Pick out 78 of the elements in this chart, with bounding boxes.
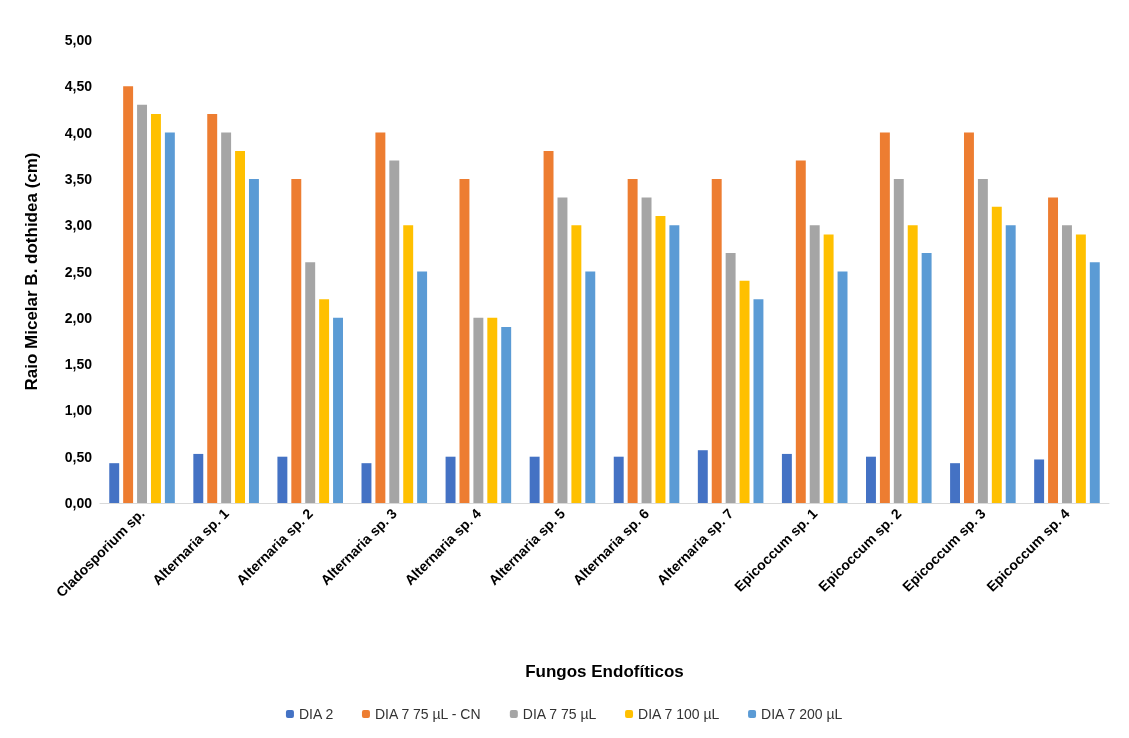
bar <box>1061 225 1072 503</box>
bar <box>221 132 232 503</box>
bar <box>977 178 988 503</box>
bar <box>866 456 876 503</box>
bar <box>137 104 148 503</box>
bar <box>417 271 428 503</box>
legend-label: DIA 2 <box>298 706 334 722</box>
bar <box>389 160 400 503</box>
bar <box>207 114 218 503</box>
bar <box>543 151 554 503</box>
y-tick-label: 5,00 <box>64 32 93 48</box>
bar <box>823 234 834 503</box>
legend-label: DIA 7 75 µL - CN <box>374 706 481 722</box>
bar <box>403 225 414 503</box>
bar <box>248 178 259 503</box>
bar <box>305 262 316 503</box>
bar <box>753 299 764 503</box>
bar <box>164 132 175 503</box>
bar <box>627 178 638 503</box>
bar <box>795 160 806 503</box>
bar <box>459 178 470 503</box>
bar <box>655 215 666 503</box>
bar <box>473 317 484 503</box>
bar <box>291 178 302 503</box>
bar <box>837 271 848 503</box>
y-tick-label: 0,50 <box>64 448 93 465</box>
bar <box>193 453 204 503</box>
bar <box>669 225 680 503</box>
bar <box>361 463 372 503</box>
bar <box>963 132 974 503</box>
bar <box>1048 197 1059 503</box>
bar <box>1005 225 1016 503</box>
bar <box>921 252 932 503</box>
bar <box>487 317 498 503</box>
bar <box>585 271 596 503</box>
y-tick-label: 2,50 <box>64 263 93 280</box>
bar <box>697 450 708 503</box>
bar <box>991 206 1002 503</box>
y-tick-label: 4,50 <box>64 78 93 95</box>
bar <box>613 456 624 503</box>
y-tick-label: 3,50 <box>64 170 93 187</box>
bar <box>150 114 161 503</box>
y-tick-label: 1,00 <box>64 402 93 419</box>
bar <box>893 178 904 503</box>
bar <box>739 280 750 503</box>
bar <box>277 456 288 503</box>
bar <box>319 299 330 503</box>
bar <box>1034 459 1045 503</box>
bar <box>123 86 134 503</box>
y-tick-label: 4,00 <box>64 124 93 141</box>
x-axis-title: Fungos Endofíticos <box>525 662 684 681</box>
bar <box>950 463 961 503</box>
bar <box>445 456 456 503</box>
bar <box>571 225 582 503</box>
bar <box>1075 234 1086 503</box>
bar <box>529 456 540 503</box>
bar <box>235 151 246 503</box>
bar <box>333 317 343 503</box>
bar <box>879 132 890 503</box>
y-tick-label: 0,00 <box>64 495 93 511</box>
bar <box>711 178 722 503</box>
bar <box>809 225 820 503</box>
y-tick-label: 3,00 <box>64 217 93 234</box>
bar <box>725 252 736 503</box>
bar <box>781 453 792 503</box>
y-tick-label: 2,00 <box>64 309 93 326</box>
bar <box>501 327 512 503</box>
bar <box>907 225 918 503</box>
bar <box>557 197 568 503</box>
legend-label: DIA 7 75 µL <box>522 706 597 722</box>
y-axis-title: Raio Micelar B. dothidea (cm) <box>22 152 41 391</box>
bar <box>641 197 652 503</box>
bar <box>1089 262 1100 503</box>
legend-label: DIA 7 200 µL <box>761 706 843 722</box>
legend-label: DIA 7 100 µL <box>638 706 720 722</box>
bar <box>109 463 120 503</box>
bar <box>375 132 386 503</box>
y-tick-label: 1,50 <box>64 356 93 373</box>
